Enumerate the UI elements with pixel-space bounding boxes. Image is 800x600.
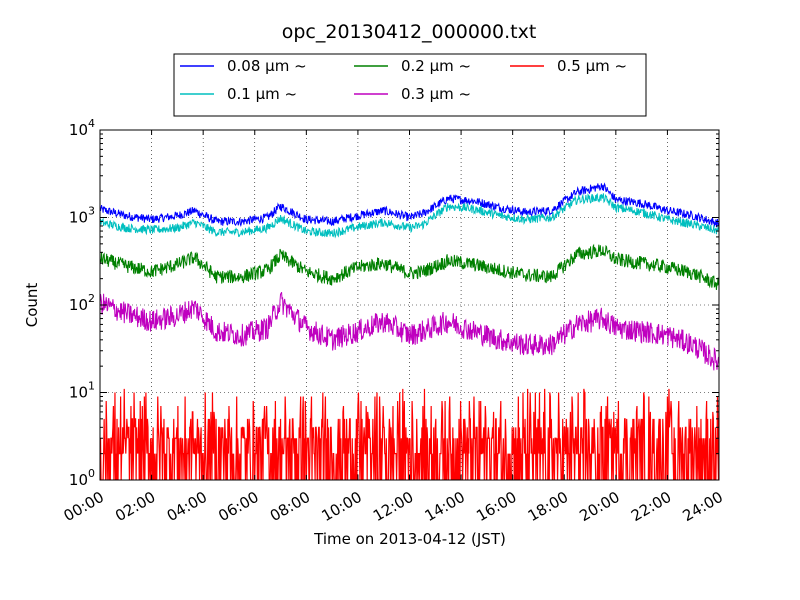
series-line: [100, 243, 719, 291]
series-line: [100, 292, 719, 371]
x-tick-label: 08:00: [267, 488, 313, 525]
y-tick-label: 104: [69, 117, 95, 139]
y-tick-label: 100: [69, 467, 95, 489]
y-tick-label: 101: [69, 380, 95, 402]
legend-label: 0.3 μm ~: [401, 85, 471, 103]
legend: 0.08 μm ~ 0.1 μm ~ 0.2 μm ~ 0.3 μm ~ 0.5 μm …: [173, 53, 647, 117]
y-tick-label: 103: [69, 205, 95, 227]
x-tick-label: 18:00: [525, 488, 571, 525]
legend-label: 0.08 μm ~: [227, 57, 307, 75]
legend-label: 0.5 μm ~: [557, 57, 627, 75]
x-tick-label: 00:00: [61, 488, 107, 525]
legend-box: [173, 53, 647, 117]
legend-label: 0.1 μm ~: [227, 85, 297, 103]
plot-area: [100, 182, 719, 480]
chart-title: opc_20130412_000000.txt: [282, 21, 537, 43]
x-tick-label: 20:00: [576, 488, 622, 525]
x-axis-label: Time on 2013-04-12 (JST): [313, 530, 506, 548]
x-tick-labels: 00:00 02:00 04:00 06:00 08:00 10:00 12:00 14:00…: [61, 488, 726, 525]
legend-label: 0.2 μm ~: [401, 57, 471, 75]
x-tick-label: 04:00: [164, 488, 210, 525]
ticks: [99, 129, 720, 481]
series-layer: [100, 182, 719, 480]
series-line: [100, 388, 719, 480]
legend-items: 0.08 μm ~ 0.1 μm ~ 0.2 μm ~ 0.3 μm ~ 0.5 μm …: [180, 57, 627, 103]
x-tick-label: 10:00: [318, 488, 364, 525]
x-tick-label: 22:00: [628, 488, 674, 525]
x-tick-label: 16:00: [473, 488, 519, 525]
y-tick-label: 102: [69, 292, 95, 314]
y-axis-label: Count: [23, 283, 41, 328]
y-tick-labels: 100 101 102 103 104: [69, 117, 95, 489]
x-tick-label: 14:00: [422, 488, 468, 525]
x-tick-label: 02:00: [112, 488, 158, 525]
x-tick-label: 06:00: [215, 488, 261, 525]
x-tick-label: 12:00: [370, 488, 416, 525]
series-line: [100, 192, 719, 239]
x-tick-label: 24:00: [680, 488, 726, 525]
series-line: [100, 182, 719, 228]
